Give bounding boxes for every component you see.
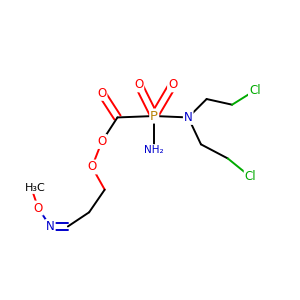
Text: Cl: Cl xyxy=(249,84,261,97)
Text: Cl: Cl xyxy=(245,170,256,183)
Text: O: O xyxy=(168,78,177,92)
Text: N: N xyxy=(46,220,55,233)
Text: N: N xyxy=(184,111,193,124)
Text: O: O xyxy=(34,202,43,214)
Text: P: P xyxy=(150,110,158,122)
Text: O: O xyxy=(87,160,97,173)
Text: H₃C: H₃C xyxy=(25,183,46,193)
Text: O: O xyxy=(134,78,143,92)
Text: O: O xyxy=(97,87,106,100)
Text: NH₂: NH₂ xyxy=(144,145,164,155)
Text: O: O xyxy=(97,135,106,148)
